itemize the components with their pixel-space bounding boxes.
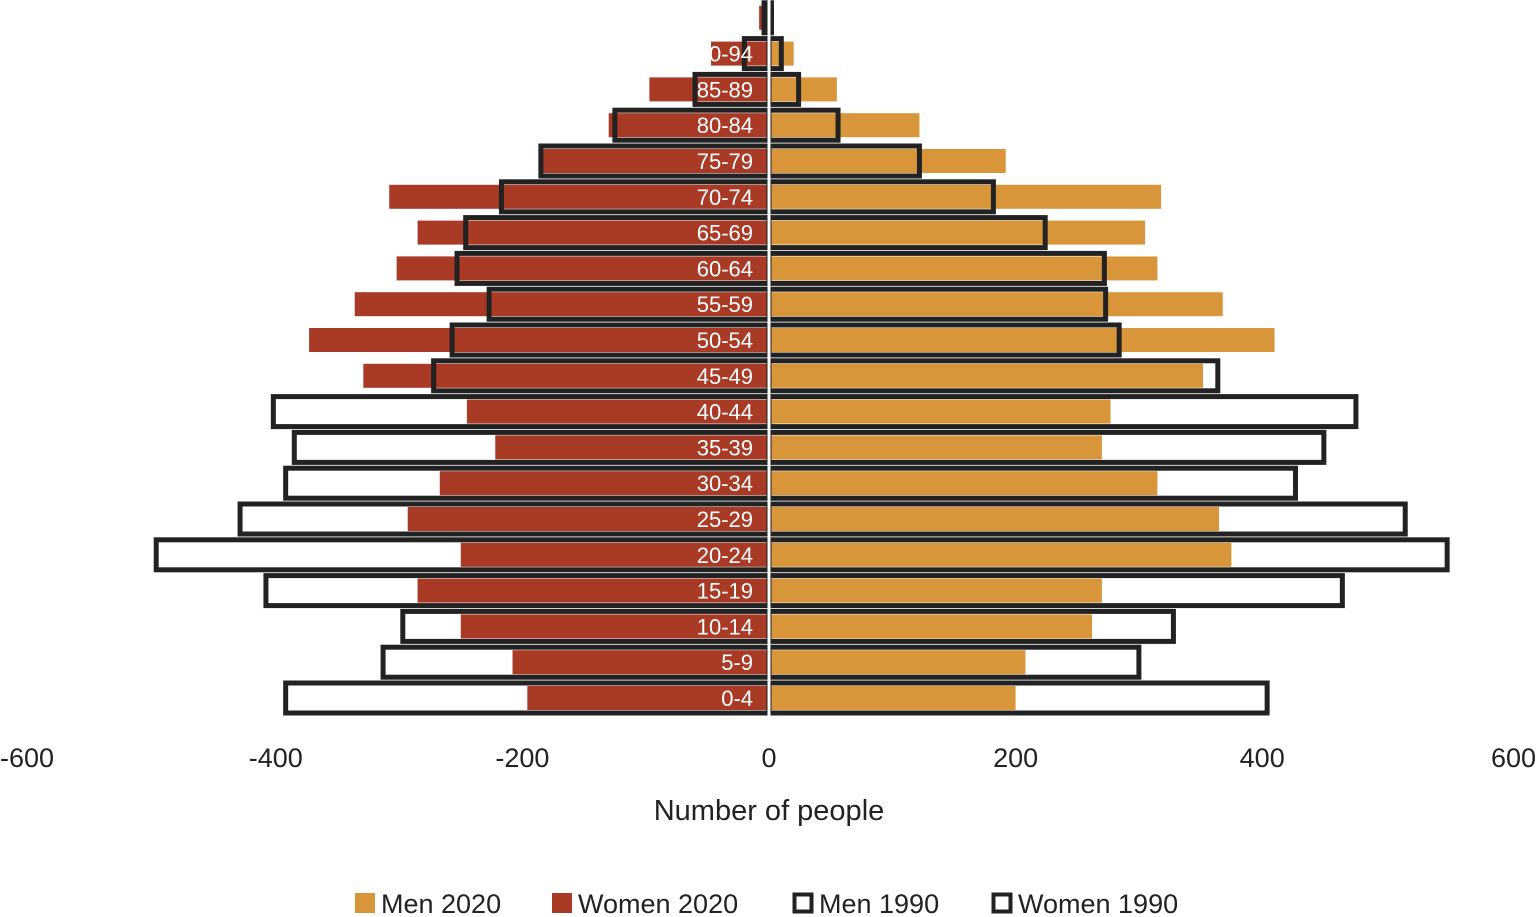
- bar-men-2020-45-49: [769, 363, 1204, 388]
- age-group-label: 70-74: [697, 185, 753, 210]
- legend-label-women-1990: Women 1990: [1018, 889, 1178, 917]
- age-group-label: 65-69: [697, 221, 753, 246]
- age-group-label: 55-59: [697, 292, 753, 317]
- bar-men-2020-10-14: [769, 614, 1093, 639]
- x-tick-label: 200: [993, 743, 1038, 773]
- bar-men-2020-50-54: [769, 328, 1275, 352]
- bar-women-2020-40-44: [466, 399, 769, 424]
- age-group-label: 30-34: [697, 471, 753, 496]
- age-group-label: 15-19: [697, 579, 753, 604]
- x-tick-label: 600: [1491, 743, 1536, 773]
- x-tick-label: -600: [0, 743, 54, 773]
- bar-women-2020-10-14: [460, 614, 769, 639]
- age-group-label: 40-44: [697, 400, 753, 425]
- bar-men-2020-75-79: [769, 149, 1006, 173]
- x-axis-title: Number of people: [654, 795, 885, 827]
- age-group-label: 20-24: [697, 543, 753, 568]
- x-tick-label: 400: [1240, 743, 1285, 773]
- age-group-label: 0-94: [709, 42, 753, 67]
- legend-swatch-women-1990: [991, 892, 1013, 914]
- bar-women-2020-35-39: [495, 435, 769, 460]
- bar-men-2020-70-74: [769, 184, 1162, 209]
- bar-women-2020-20-24: [460, 542, 769, 567]
- category-labels-group: 0-4 5-9 10-14 15-19 20-24 25-29 30-34 35-39 40-4…: [697, 42, 753, 711]
- age-group-label: 0-4: [721, 686, 753, 711]
- age-group-label: 25-29: [697, 507, 753, 532]
- bar-women-2020-5-9: [512, 650, 769, 675]
- bar-women-2020-50-54: [309, 328, 769, 352]
- age-group-label: 80-84: [697, 113, 753, 138]
- bar-men-2020-55-59: [769, 292, 1223, 317]
- age-group-label: 85-89: [697, 77, 753, 102]
- legend-swatch-men-2020: [355, 893, 375, 913]
- x-tick-label: 0: [761, 743, 776, 773]
- bar-women-2020-80-84: [608, 113, 769, 138]
- bar-women-2020-70-74: [389, 184, 769, 209]
- age-group-label: 75-79: [697, 149, 753, 174]
- legend-label-men-2020: Men 2020: [381, 889, 501, 917]
- bar-men-2020-0-4: [769, 686, 1016, 710]
- x-tick-label: -400: [249, 743, 303, 773]
- bar-men-2020-25-29: [769, 507, 1220, 531]
- bar-men-2020-65-69: [769, 220, 1146, 245]
- bar-women-2020-75-79: [538, 149, 769, 173]
- age-group-label: 50-54: [697, 328, 753, 353]
- bar-men-2020-85-89: [769, 77, 837, 102]
- legend-label-women-2020: Women 2020: [578, 889, 738, 917]
- bar-men-2020-35-39: [769, 435, 1102, 460]
- bar-men-2020-20-24: [769, 542, 1232, 567]
- x-axis-ticks-group: -600 -400 -200 0 200 400 600: [0, 743, 1536, 773]
- bar-women-2020-0-4: [527, 686, 769, 710]
- bar-women-2020-85-89: [649, 77, 769, 102]
- legend-swatch-men-1990: [792, 892, 814, 914]
- bar-men-2020-80-84: [769, 113, 920, 138]
- bar-women-2020-25-29: [407, 507, 769, 531]
- age-group-label: 10-14: [697, 614, 753, 639]
- bar-men-2020-60-64: [769, 256, 1158, 281]
- bar-men-2020-40-44: [769, 399, 1111, 424]
- bars-group: [153, 0, 1450, 716]
- bar-women-2020-65-69: [417, 220, 769, 245]
- bar-women-2020-55-59: [354, 292, 769, 317]
- legend-swatch-women-2020: [552, 893, 572, 913]
- bar-men-2020-15-19: [769, 578, 1102, 603]
- bar-women-2020-30-34: [439, 471, 769, 496]
- legend-label-men-1990: Men 1990: [819, 889, 939, 917]
- age-group-label: 35-39: [697, 435, 753, 460]
- legend: Men 2020 Women 2020 Men 1990 Women 1990: [355, 889, 1178, 917]
- age-group-label: 60-64: [697, 256, 753, 281]
- bar-men-2020-5-9: [769, 650, 1026, 675]
- bar-women-2020-90-94: [711, 41, 769, 66]
- bar-women-2020-45-49: [363, 363, 769, 388]
- bar-women-2020-15-19: [417, 578, 769, 603]
- age-group-label: 45-49: [697, 364, 753, 389]
- x-tick-label: -200: [495, 743, 549, 773]
- bar-men-2020-30-34: [769, 471, 1158, 496]
- age-group-label: 5-9: [721, 650, 753, 675]
